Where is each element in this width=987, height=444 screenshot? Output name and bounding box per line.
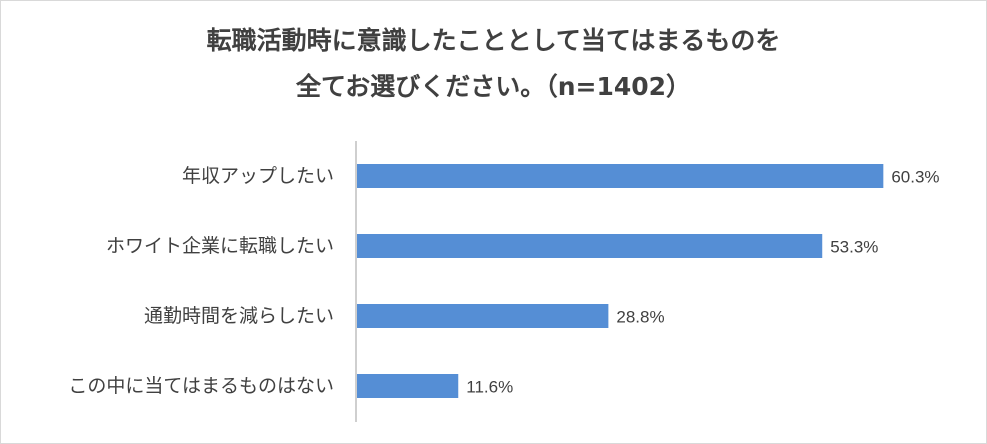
- category-label: 年収アップしたい: [182, 165, 334, 187]
- category-label: この中に当てはまるものはない: [68, 375, 334, 397]
- bar: [357, 234, 823, 258]
- category-label: 通勤時間を減らしたい: [144, 305, 334, 327]
- bar: [357, 374, 459, 398]
- data-label: 28.8%: [616, 308, 664, 327]
- chart-title-line-2: 全てお選びください。（n=1402）: [295, 72, 692, 101]
- chart-title: 転職活動時に意識したこととして当てはまるものを 全てお選びください。（n=140…: [0, 18, 987, 110]
- data-label: 60.3%: [891, 168, 939, 187]
- category-label: ホワイト企業に転職したい: [106, 235, 334, 257]
- bar: [357, 304, 609, 328]
- chart-title-line-1: 転職活動時に意識したこととして当てはまるものを: [206, 26, 781, 55]
- data-label: 53.3%: [830, 238, 878, 257]
- bar: [357, 164, 884, 188]
- data-label: 11.6%: [466, 378, 513, 397]
